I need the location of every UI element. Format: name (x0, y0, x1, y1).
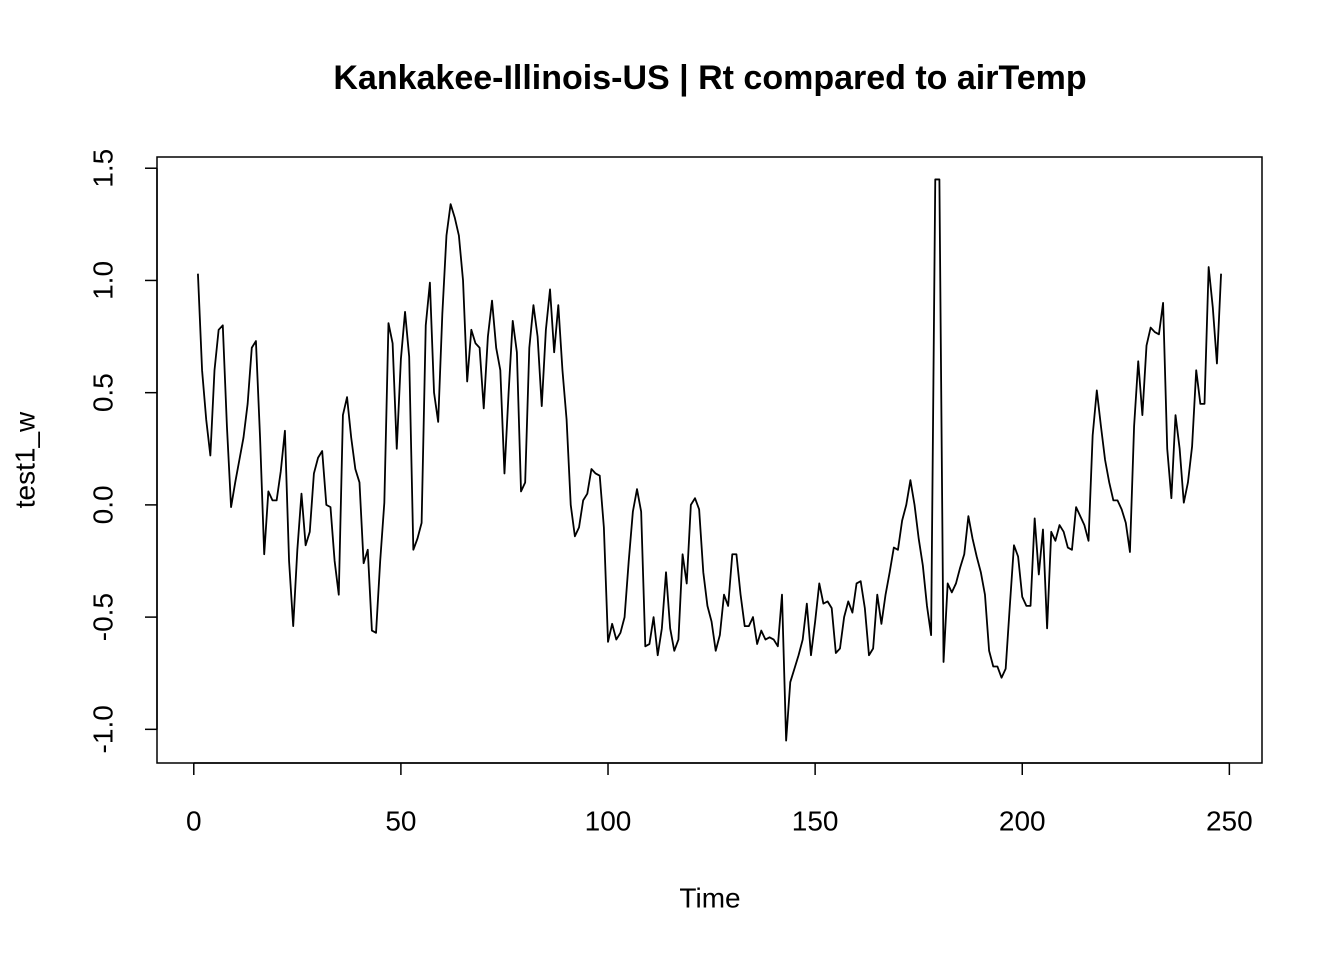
chart-title: Kankakee-Illinois-US | Rt compared to ai… (333, 59, 1086, 97)
y-axis-label: test1_w (9, 411, 40, 508)
x-tick-label: 250 (1206, 805, 1253, 836)
y-tick-label: -0.5 (87, 593, 118, 641)
x-tick-label: 100 (585, 805, 632, 836)
x-tick-label: 0 (186, 805, 202, 836)
y-tick-label: -1.0 (87, 705, 118, 753)
x-tick-label: 200 (999, 805, 1046, 836)
x-axis-label: Time (679, 882, 740, 913)
x-tick-label: 50 (385, 805, 416, 836)
data-line (197, 178, 1222, 742)
y-tick-label: 0.0 (87, 485, 118, 524)
x-tick-label: 150 (792, 805, 839, 836)
y-tick-label: 1.5 (87, 149, 118, 188)
y-tick-label: 0.5 (87, 373, 118, 412)
y-tick-label: 1.0 (87, 261, 118, 300)
